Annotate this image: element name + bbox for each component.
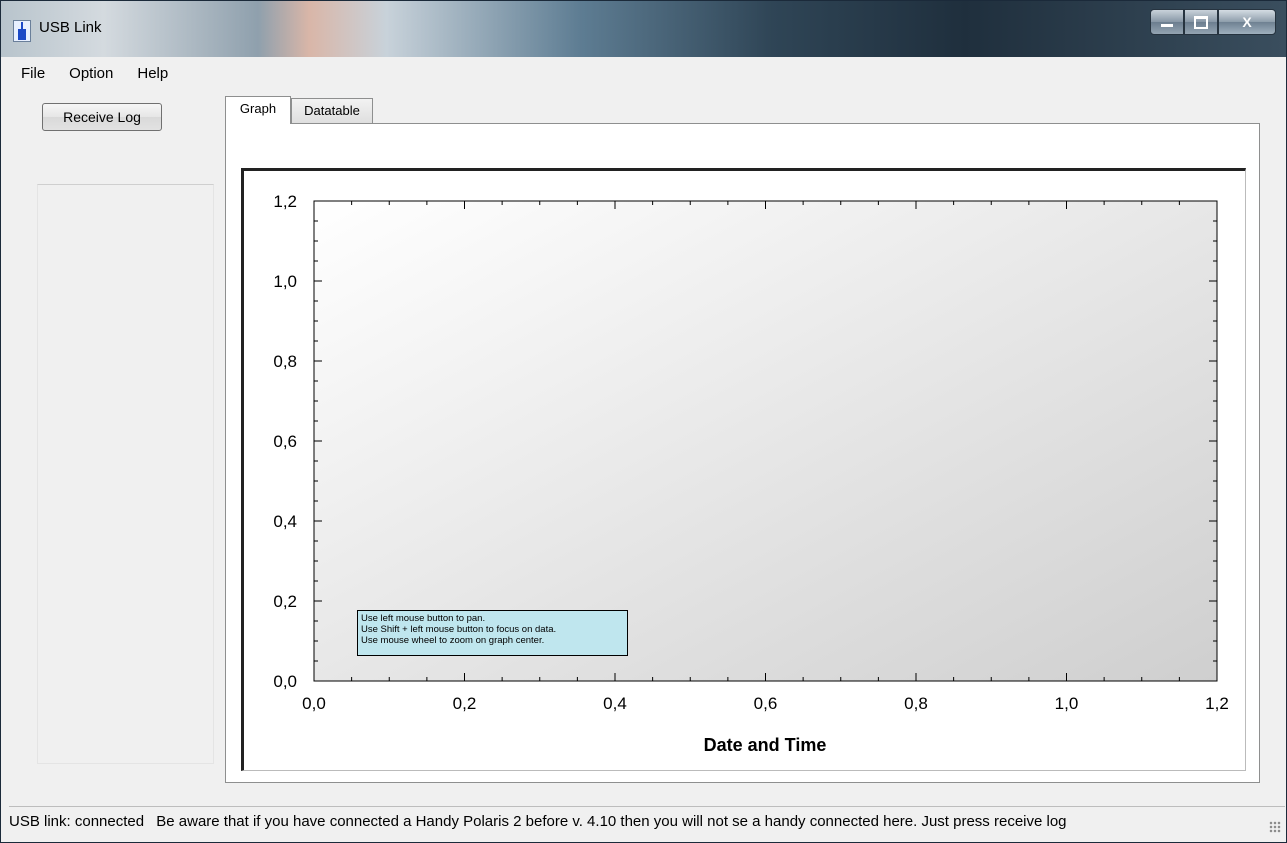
minimize-button[interactable] bbox=[1150, 9, 1184, 35]
receive-log-button[interactable]: Receive Log bbox=[42, 103, 162, 131]
y-tick-label: 0,6 bbox=[273, 432, 297, 451]
maximize-button[interactable] bbox=[1184, 9, 1218, 35]
x-tick-label: 0,4 bbox=[603, 694, 627, 713]
tab-graph[interactable]: Graph bbox=[225, 96, 291, 124]
x-axis-title: Date and Time bbox=[704, 735, 827, 755]
status-bar: USB link: connected Be aware that if you… bbox=[9, 806, 1285, 837]
x-tick-label: 1,0 bbox=[1055, 694, 1079, 713]
y-tick-label: 1,0 bbox=[273, 272, 297, 291]
axis-ticks bbox=[313, 200, 1218, 682]
x-tick-labels: 0,0 0,2 0,4 0,6 0,8 1,0 1,2 bbox=[302, 694, 1229, 713]
title-bar[interactable]: USB Link X bbox=[1, 1, 1286, 57]
x-tick-label: 0,8 bbox=[904, 694, 928, 713]
y-tick-label: 0,0 bbox=[273, 672, 297, 691]
close-button[interactable]: X bbox=[1218, 9, 1276, 35]
y-tick-label: 1,2 bbox=[273, 192, 297, 211]
hint-line: Use mouse wheel to zoom on graph center. bbox=[361, 635, 545, 646]
window-title: USB Link bbox=[39, 19, 102, 36]
device-list-panel[interactable] bbox=[37, 184, 214, 764]
y-tick-label: 0,2 bbox=[273, 592, 297, 611]
usb-link-app-icon bbox=[13, 20, 31, 42]
x-tick-label: 0,2 bbox=[453, 694, 477, 713]
maximize-icon bbox=[1194, 16, 1208, 29]
resize-grip-icon[interactable] bbox=[1269, 821, 1281, 833]
y-tick-label: 0,4 bbox=[273, 512, 297, 531]
menu-bar: File Option Help bbox=[9, 59, 1279, 87]
y-tick-labels: 0,0 0,2 0,4 0,6 0,8 1,0 1,2 bbox=[273, 192, 297, 691]
menu-option[interactable]: Option bbox=[69, 64, 114, 82]
hint-line: Use left mouse button to pan. bbox=[361, 613, 486, 624]
menu-file[interactable]: File bbox=[21, 64, 46, 82]
status-message: Be aware that if you have connected a Ha… bbox=[156, 813, 1067, 830]
plot-area[interactable] bbox=[313, 200, 1218, 682]
tab-datatable[interactable]: Datatable bbox=[291, 98, 373, 124]
x-tick-label: 1,2 bbox=[1205, 694, 1229, 713]
x-tick-label: 0,0 bbox=[302, 694, 326, 713]
y-tick-label: 0,8 bbox=[273, 352, 297, 371]
x-tick-label: 0,6 bbox=[754, 694, 778, 713]
graph-help-tooltip: Use left mouse button to pan. Use Shift … bbox=[357, 610, 628, 656]
hint-line: Use Shift + left mouse button to focus o… bbox=[361, 624, 557, 635]
window-controls: X bbox=[1150, 9, 1276, 35]
close-icon: X bbox=[1242, 14, 1252, 30]
menu-help[interactable]: Help bbox=[137, 64, 169, 82]
minimize-icon bbox=[1161, 24, 1173, 27]
connection-status: USB link: connected bbox=[9, 813, 145, 830]
graph-chart[interactable]: 0,0 0,2 0,4 0,6 0,8 1,0 1,2 0,0 0,2 0,4 0,6 0,8 1,0… bbox=[241, 168, 1246, 771]
